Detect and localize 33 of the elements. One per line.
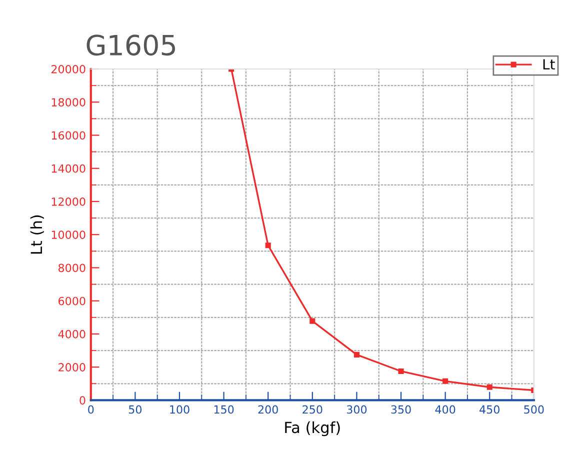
y-tick-label: 18000 bbox=[52, 98, 86, 106]
y-axis-title: Lt (h) bbox=[30, 215, 44, 254]
x-tick-label: 50 bbox=[128, 405, 142, 414]
point bbox=[354, 352, 360, 358]
x-tick-label: 350 bbox=[391, 405, 411, 414]
y-tick-label: 6000 bbox=[58, 296, 86, 306]
point bbox=[398, 368, 404, 374]
x-tick-label: 450 bbox=[480, 405, 500, 414]
x-tick-label: 150 bbox=[214, 405, 234, 414]
point bbox=[486, 384, 492, 390]
chart-title: G1605 bbox=[86, 34, 175, 56]
x-tick-label: 500 bbox=[524, 405, 544, 414]
y-tick-label: 16000 bbox=[52, 131, 86, 140]
y-tick-label: 2000 bbox=[58, 363, 86, 372]
y-tick-label: 8000 bbox=[58, 264, 86, 272]
x-tick-label: 0 bbox=[88, 405, 94, 414]
x-tick-label: 400 bbox=[435, 405, 456, 414]
y-tick-label: 10000 bbox=[52, 230, 86, 239]
y-tick-label: 4000 bbox=[58, 330, 86, 338]
x-tick-label: 200 bbox=[258, 405, 278, 414]
x-tick-label: 300 bbox=[346, 405, 367, 414]
y-tick-label: 20000 bbox=[51, 64, 86, 74]
point bbox=[310, 318, 316, 324]
legend-label: Lt bbox=[543, 59, 555, 70]
x-tick-label: 100 bbox=[170, 405, 190, 414]
y-tick-label: 0 bbox=[80, 396, 86, 405]
x-axis-title: Fa (kgf) bbox=[285, 421, 340, 436]
y-tick-label: 14000 bbox=[52, 164, 86, 173]
y-tick-label: 12000 bbox=[52, 197, 86, 206]
line-series bbox=[228, 69, 534, 394]
x-tick-label: 250 bbox=[302, 405, 322, 414]
point bbox=[265, 242, 271, 248]
point bbox=[442, 378, 448, 384]
